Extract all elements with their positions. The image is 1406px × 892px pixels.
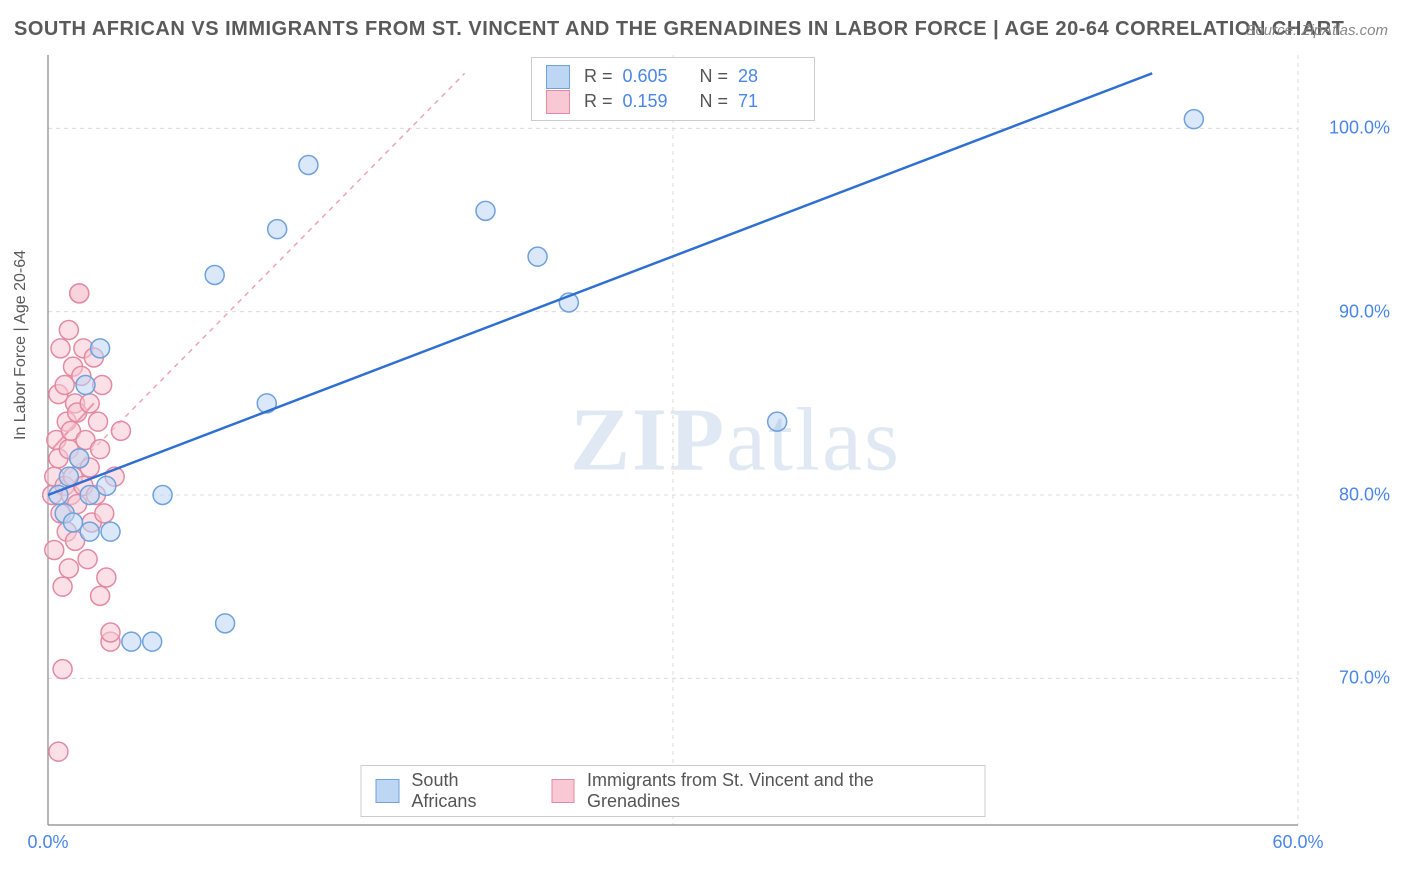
series-legend: South Africans Immigrants from St. Vincen… — [361, 765, 986, 817]
stats-r-value: 0.159 — [623, 89, 685, 114]
stats-n-value: 71 — [738, 89, 800, 114]
stats-r-label: R = — [584, 89, 613, 114]
legend-label: Immigrants from St. Vincent and the Gren… — [587, 770, 971, 812]
stats-n-label: N = — [695, 89, 729, 114]
x-tick-label: 0.0% — [27, 832, 68, 853]
y-tick-label: 80.0% — [1339, 485, 1390, 506]
source-attribution: Source: ZipAtlas.com — [1245, 22, 1388, 39]
stats-r-label: R = — [584, 64, 613, 89]
legend-swatch — [376, 779, 400, 803]
y-tick-label: 90.0% — [1339, 301, 1390, 322]
y-tick-label: 70.0% — [1339, 668, 1390, 689]
stats-row: R = 0.159 N = 71 — [546, 89, 800, 114]
y-axis-label: In Labor Force | Age 20-64 — [12, 250, 30, 440]
stats-row: R = 0.605 N = 28 — [546, 64, 800, 89]
y-tick-label: 100.0% — [1329, 118, 1390, 139]
chart-title: SOUTH AFRICAN VS IMMIGRANTS FROM ST. VIN… — [14, 18, 1344, 41]
chart-svg — [48, 55, 1298, 825]
stats-legend-box: R = 0.605 N = 28 R = 0.159 N = 71 — [531, 57, 815, 121]
legend-swatch — [546, 65, 570, 89]
legend-item: Immigrants from St. Vincent and the Gren… — [551, 770, 970, 812]
stats-n-value: 28 — [738, 64, 800, 89]
stats-r-value: 0.605 — [623, 64, 685, 89]
legend-item: South Africans — [376, 770, 528, 812]
legend-swatch — [551, 779, 575, 803]
chart-container: SOUTH AFRICAN VS IMMIGRANTS FROM ST. VIN… — [0, 0, 1406, 892]
legend-swatch — [546, 90, 570, 114]
x-tick-label: 60.0% — [1272, 832, 1323, 853]
legend-label: South Africans — [411, 770, 527, 812]
plot-area: ZIPatlas R =0.605 N =28R =0.159 N =71 70… — [48, 55, 1298, 825]
stats-n-label: N = — [695, 64, 729, 89]
